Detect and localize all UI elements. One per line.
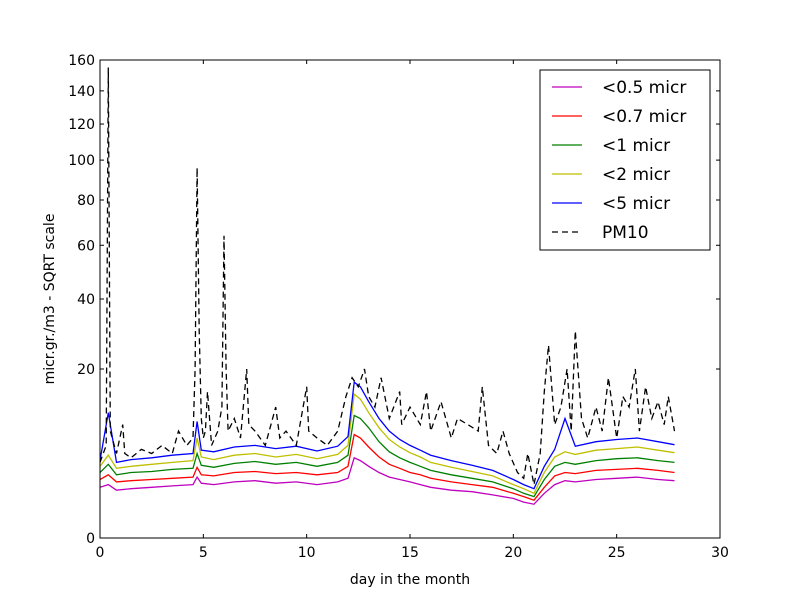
x-tick-label: 30: [711, 545, 729, 561]
y-tick-label: 40: [77, 292, 95, 308]
legend-label: <1 micr: [602, 136, 670, 156]
y-tick-label: 60: [77, 238, 95, 254]
x-tick-label: 20: [504, 545, 522, 561]
y-tick-label: 80: [77, 193, 95, 209]
y-tick-label: 20: [77, 362, 95, 378]
x-tick-label: 15: [401, 545, 419, 561]
x-tick-label: 0: [96, 545, 105, 561]
legend: <0.5 micr <0.7 micr <1 micr <2 micr <5 micr P…: [539, 69, 711, 251]
x-tick-label: 10: [298, 545, 316, 561]
x-tick-label: 5: [199, 545, 208, 561]
series-line: [100, 67, 676, 485]
x-tick-label: 25: [608, 545, 626, 561]
series-line: [100, 381, 675, 490]
legend-frame: [539, 69, 711, 251]
y-tick-label: 140: [68, 84, 95, 100]
series-layer: [100, 67, 676, 505]
legend-label: <2 micr: [602, 165, 670, 185]
legend-label: <0.5 micr: [602, 78, 686, 98]
legend-label: PM10: [602, 223, 649, 243]
y-tick-label: 120: [68, 117, 95, 133]
legend-label: <0.7 micr: [602, 107, 686, 127]
y-tick-label: 100: [68, 153, 95, 169]
legend-label: <5 micr: [602, 194, 670, 214]
series-line: [100, 414, 675, 498]
y-tick-label: 0: [86, 531, 95, 547]
ticks-layer: 0 5 10 15 20 25 30 0 20 40 60 80 100 120 140 160: [68, 53, 729, 561]
y-tick-label: 160: [68, 53, 95, 69]
series-line: [100, 433, 675, 501]
series-line: [100, 392, 675, 495]
x-axis-label: day in the month: [350, 572, 470, 588]
y-axis-label: micr.gr./m3 - SQRT scale: [42, 214, 58, 385]
series-line: [100, 456, 675, 505]
